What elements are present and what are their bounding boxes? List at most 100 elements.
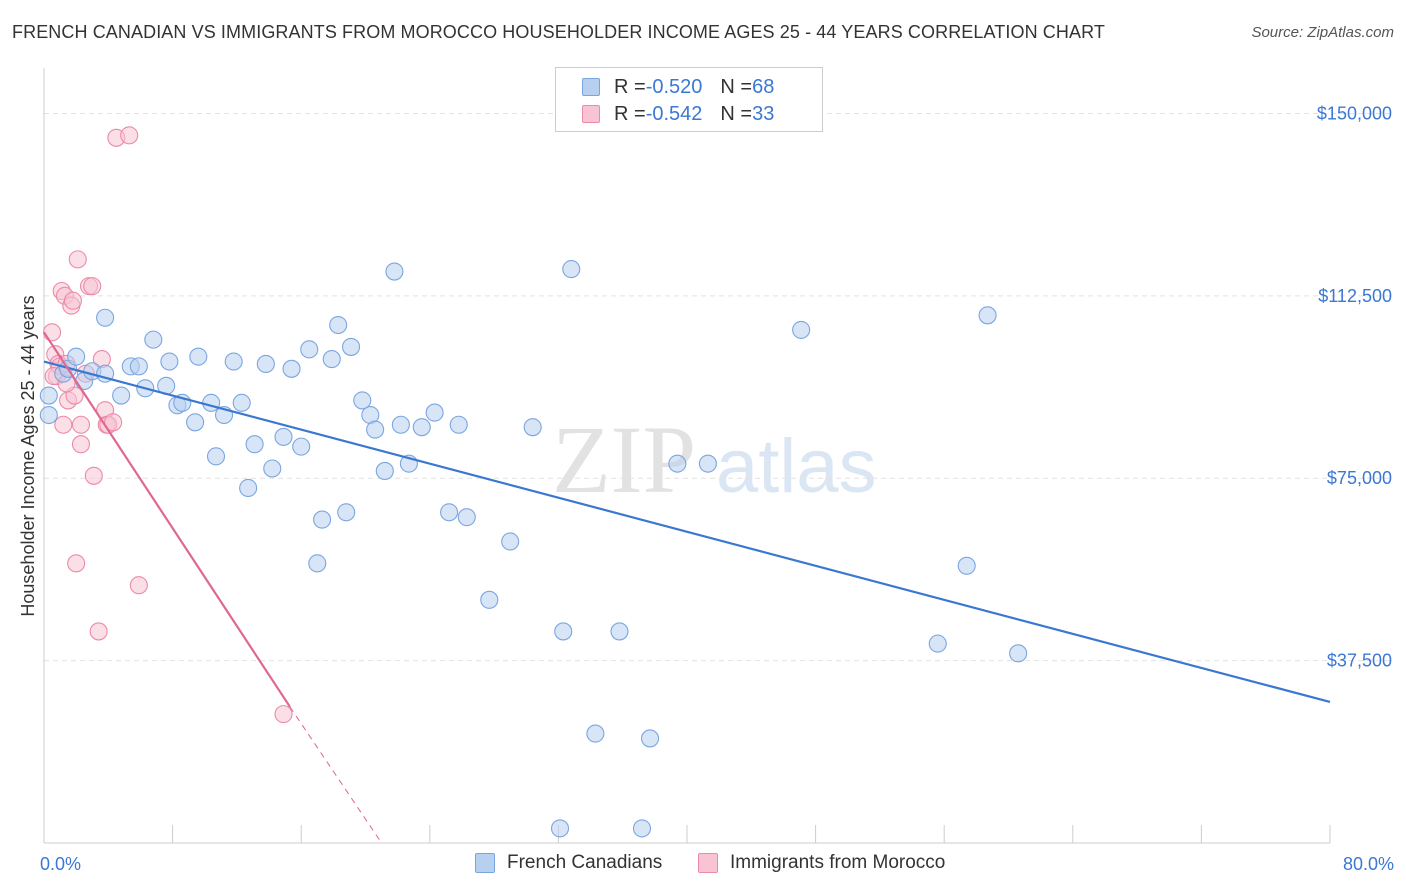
data-point-morocco — [67, 554, 86, 573]
data-point-french-canadian — [206, 447, 226, 466]
legend-r-label: R = — [614, 75, 646, 98]
legend-item-french-canadians: French Canadians — [475, 852, 662, 874]
data-point-french-canadian — [292, 437, 311, 456]
data-point-french-canadian — [480, 590, 499, 609]
data-point-french-canadian — [282, 359, 301, 378]
data-point-french-canadian — [39, 405, 58, 425]
data-point-french-canadian — [322, 350, 341, 369]
data-point-french-canadian — [562, 260, 581, 279]
y-tick-labels: $37,500 $75,000 $112,500 $150,000 — [1317, 103, 1392, 670]
data-point-french-canadian — [239, 478, 258, 498]
trend-line-morocco — [43, 331, 291, 708]
trend-line-morocco-extension — [289, 706, 382, 844]
data-point-french-canadian — [313, 510, 332, 529]
chart-title: FRENCH CANADIAN VS IMMIGRANTS FROM MOROC… — [12, 22, 1105, 42]
data-point-morocco — [104, 413, 123, 432]
data-point-french-canadian — [366, 420, 385, 439]
legend-r-value: -0.520 — [645, 75, 703, 98]
data-point-morocco — [120, 126, 139, 145]
data-point-french-canadian — [449, 415, 468, 434]
data-point-french-canadian — [67, 347, 86, 366]
data-point-french-canadian — [640, 729, 660, 748]
data-point-french-canadian — [957, 556, 976, 575]
data-point-french-canadian — [112, 386, 131, 405]
data-point-french-canadian — [632, 819, 652, 838]
y-tick-label: $75,000 — [1327, 468, 1392, 488]
legend-item-immigrants-from-morocco: Immigrants from Morocco — [698, 852, 945, 874]
data-point-french-canadian — [412, 418, 431, 437]
data-point-french-canadian — [329, 315, 348, 335]
data-point-french-canadian — [425, 403, 444, 422]
data-point-french-canadian — [523, 418, 542, 437]
legend-row-french-canadians: R = -0.520 N = 68 — [582, 74, 774, 100]
legend-n-label: N = — [720, 75, 753, 98]
legend-swatch-pink — [582, 105, 600, 123]
data-point-french-canadian — [341, 337, 361, 356]
data-point-french-canadian — [224, 352, 243, 371]
trend-lines — [43, 331, 1331, 844]
data-point-french-canadian — [391, 415, 410, 434]
y-axis-label: Householder Income Ages 25 - 44 years — [18, 295, 38, 616]
legend-n-value: 68 — [752, 75, 775, 98]
watermark: ZIP atlas — [552, 406, 877, 513]
data-point-french-canadian — [256, 354, 275, 373]
data-point-morocco — [68, 250, 87, 269]
data-point-french-canadian — [160, 352, 179, 371]
data-point-french-canadian — [186, 413, 205, 432]
data-point-morocco — [63, 291, 82, 310]
data-point-french-canadian — [668, 454, 687, 473]
data-point-french-canadian — [928, 634, 947, 653]
data-point-french-canadian — [978, 306, 997, 325]
legend-swatch-blue — [582, 78, 600, 96]
watermark-atlas: atlas — [716, 424, 877, 509]
data-point-french-canadian — [554, 622, 573, 641]
x-tick-label-min: 0.0% — [40, 854, 81, 874]
axes — [43, 68, 1331, 844]
data-point-french-canadian — [698, 454, 717, 473]
data-point-morocco — [89, 622, 108, 641]
data-point-french-canadian — [300, 340, 319, 359]
data-point-french-canadian — [501, 532, 520, 551]
source-label: Source: ZipAtlas.com — [1251, 24, 1394, 41]
data-point-french-canadian — [550, 819, 570, 838]
data-point-french-canadian — [189, 347, 208, 366]
data-point-french-canadian — [1009, 644, 1028, 663]
data-point-morocco — [54, 415, 73, 434]
data-point-french-canadian — [385, 262, 404, 281]
data-point-morocco — [83, 277, 102, 296]
legend-n-label: N = — [720, 102, 753, 125]
data-point-french-canadian — [263, 459, 282, 478]
data-point-french-canadian — [274, 427, 293, 446]
data-point-french-canadian — [610, 622, 629, 641]
legend-n-value: 33 — [752, 102, 775, 125]
data-point-french-canadian — [375, 461, 394, 480]
data-point-french-canadian — [792, 320, 811, 339]
x-tick-label-max: 80.0% — [1343, 854, 1394, 874]
legend-label-immigrants-from-morocco: Immigrants from Morocco — [730, 852, 946, 873]
correlation-legend: R = -0.520 N = 68 R = -0.542 N = 33 — [555, 67, 823, 132]
legend-r-value: -0.542 — [645, 102, 703, 125]
x-tick-labels: 0.0% 80.0% — [40, 854, 1394, 874]
data-point-french-canadian — [129, 357, 148, 376]
data-point-french-canadian — [308, 554, 327, 573]
data-point-french-canadian — [96, 308, 115, 327]
data-point-french-canadian — [353, 391, 372, 410]
data-point-french-canadian — [232, 393, 251, 412]
data-point-french-canadian — [39, 386, 58, 405]
legend-swatch-blue — [475, 853, 495, 873]
trend-line-french-canadians — [43, 360, 1331, 704]
data-point-morocco — [71, 435, 91, 454]
y-tick-label: $150,000 — [1317, 103, 1392, 123]
y-tick-label: $112,500 — [1318, 286, 1392, 306]
data-point-morocco — [42, 323, 62, 342]
legend-row-immigrants-from-morocco: R = -0.542 N = 33 — [582, 101, 774, 127]
gridlines — [44, 112, 1392, 662]
series-immigrants-from-morocco — [42, 126, 293, 724]
legend-label-french-canadians: French Canadians — [507, 852, 663, 873]
data-point-french-canadian — [202, 393, 221, 412]
data-point-morocco — [84, 466, 103, 485]
legend-r-label: R = — [614, 102, 646, 125]
data-point-morocco — [129, 576, 148, 595]
legend-swatch-pink — [698, 853, 718, 873]
